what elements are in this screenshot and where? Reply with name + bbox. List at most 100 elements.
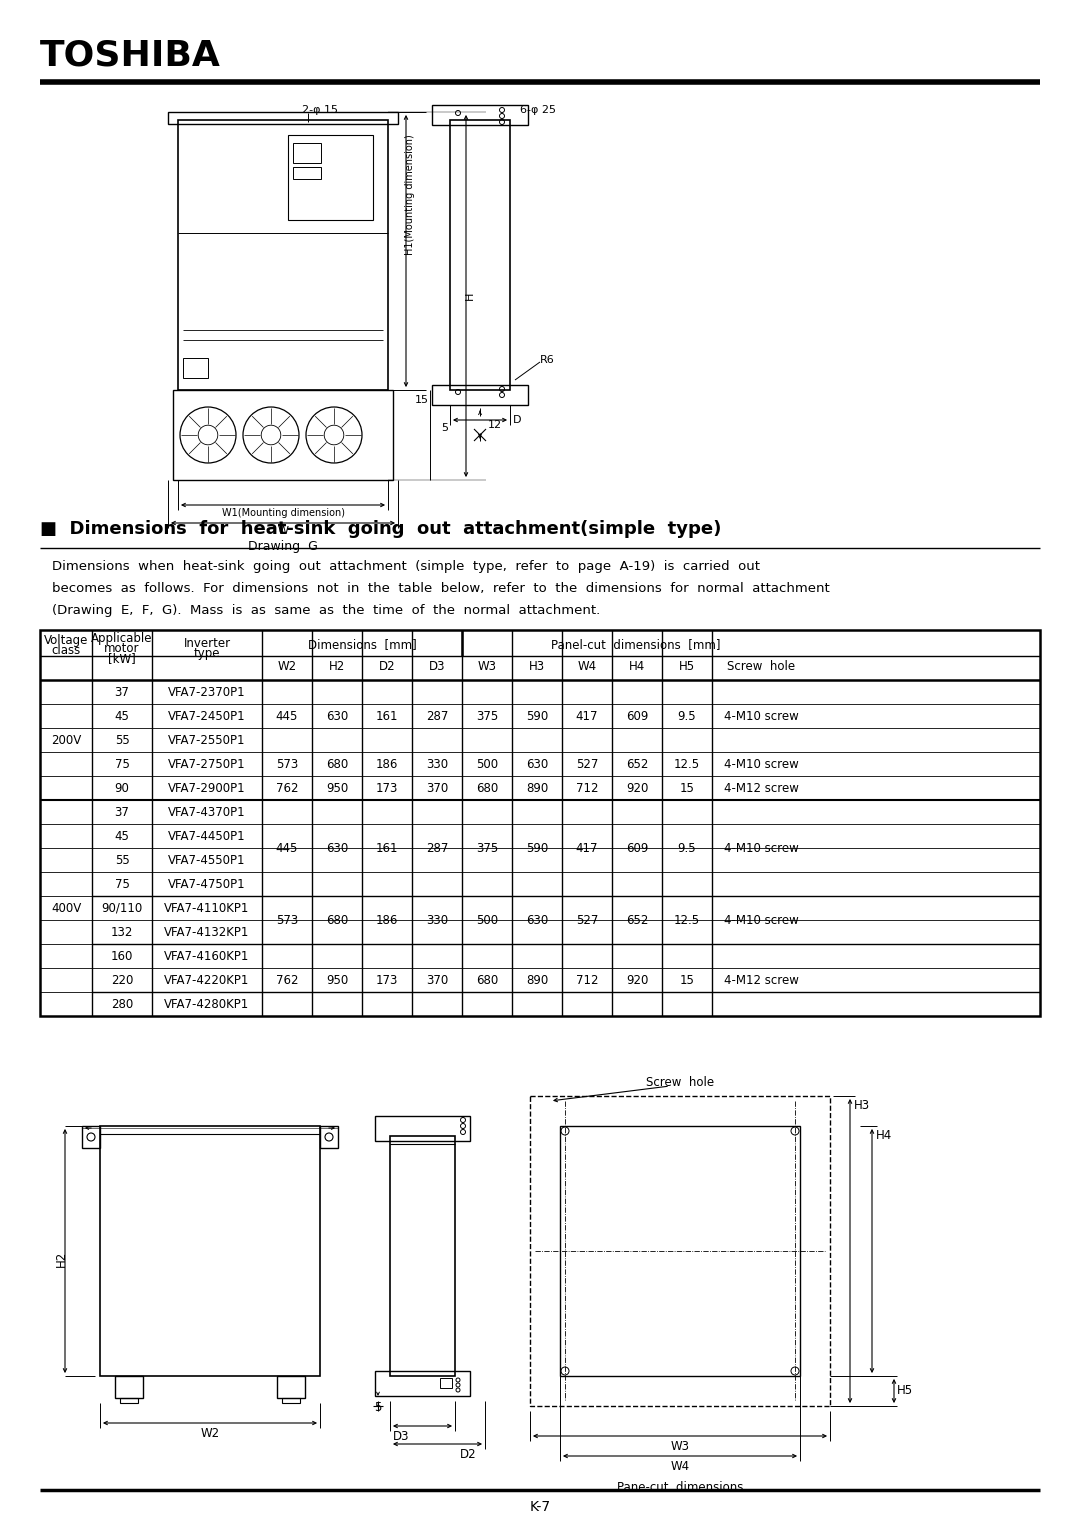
Text: 200V: 200V <box>51 733 81 747</box>
Bar <box>173 389 393 479</box>
Text: 712: 712 <box>576 782 598 794</box>
Text: W3: W3 <box>671 1440 689 1454</box>
Text: H3: H3 <box>529 660 545 673</box>
Bar <box>293 166 321 179</box>
Bar <box>120 1399 138 1403</box>
Text: 9.5: 9.5 <box>677 710 697 722</box>
Text: VFA7-4220KP1: VFA7-4220KP1 <box>164 974 249 986</box>
Text: D3: D3 <box>393 1429 409 1443</box>
Bar <box>450 121 510 389</box>
Text: VFA7-4280KP1: VFA7-4280KP1 <box>164 997 249 1011</box>
Text: 445: 445 <box>275 710 298 722</box>
Text: 950: 950 <box>326 974 348 986</box>
Text: 9.5: 9.5 <box>677 841 697 855</box>
Text: 590: 590 <box>526 841 549 855</box>
Text: W2: W2 <box>201 1428 219 1440</box>
Text: 375: 375 <box>476 841 498 855</box>
Bar <box>82 1125 100 1148</box>
Text: 330: 330 <box>426 913 448 927</box>
Text: 5: 5 <box>442 423 448 434</box>
Bar <box>375 1116 470 1141</box>
Bar <box>432 105 528 125</box>
Bar <box>100 1125 320 1376</box>
Bar <box>440 1377 453 1388</box>
Text: 527: 527 <box>576 757 598 771</box>
Text: 4-M10 screw: 4-M10 screw <box>724 710 798 722</box>
Text: 375: 375 <box>476 710 498 722</box>
Bar <box>178 121 388 389</box>
Text: 4-M10 screw: 4-M10 screw <box>724 913 798 927</box>
Text: 132: 132 <box>111 925 133 939</box>
Text: 652: 652 <box>625 913 648 927</box>
Text: H2: H2 <box>329 660 346 673</box>
Text: 445: 445 <box>275 841 298 855</box>
Text: 5: 5 <box>375 1400 381 1414</box>
Text: 890: 890 <box>526 974 549 986</box>
Text: 287: 287 <box>426 841 448 855</box>
Text: 45: 45 <box>114 829 130 843</box>
Text: Screw  hole: Screw hole <box>727 660 795 673</box>
Text: Dimensions  when  heat-sink  going  out  attachment  (simple  type,  refer  to  : Dimensions when heat-sink going out atta… <box>52 560 760 573</box>
Text: W3: W3 <box>477 660 497 673</box>
Text: VFA7-4750P1: VFA7-4750P1 <box>168 878 246 890</box>
Text: 370: 370 <box>426 974 448 986</box>
Bar <box>282 1399 300 1403</box>
Text: W2: W2 <box>278 660 297 673</box>
Text: VFA7-4132KP1: VFA7-4132KP1 <box>164 925 249 939</box>
Text: 630: 630 <box>526 913 549 927</box>
Text: 37: 37 <box>114 806 130 818</box>
Text: ■  Dimensions  for  heat-sink  going  out  attachment(simple  type): ■ Dimensions for heat-sink going out att… <box>40 521 721 538</box>
Text: K-7: K-7 <box>529 1500 551 1513</box>
Text: 630: 630 <box>326 710 348 722</box>
Text: 12.5: 12.5 <box>674 757 700 771</box>
Text: H5: H5 <box>897 1385 913 1397</box>
Bar <box>40 631 1040 1015</box>
Bar <box>432 385 528 405</box>
Bar <box>183 357 208 379</box>
Text: 45: 45 <box>114 710 130 722</box>
Text: 12.5: 12.5 <box>674 913 700 927</box>
Text: D3: D3 <box>429 660 445 673</box>
Text: 161: 161 <box>376 841 399 855</box>
Text: Voltage: Voltage <box>44 634 89 647</box>
Text: 500: 500 <box>476 757 498 771</box>
Text: H4: H4 <box>629 660 645 673</box>
Text: VFA7-2750P1: VFA7-2750P1 <box>168 757 246 771</box>
Text: 90/110: 90/110 <box>102 901 143 915</box>
Text: 680: 680 <box>326 913 348 927</box>
Text: 417: 417 <box>576 710 598 722</box>
Text: 950: 950 <box>326 782 348 794</box>
Text: 75: 75 <box>114 878 130 890</box>
Text: VFA7-4160KP1: VFA7-4160KP1 <box>164 950 249 962</box>
Text: 609: 609 <box>625 710 648 722</box>
Text: Inverter: Inverter <box>184 637 230 651</box>
Text: 90: 90 <box>114 782 130 794</box>
Text: 186: 186 <box>376 757 399 771</box>
Bar <box>276 1376 305 1399</box>
Text: H: H <box>465 292 475 299</box>
Text: VFA7-2900P1: VFA7-2900P1 <box>168 782 246 794</box>
Bar <box>288 134 373 220</box>
Text: W4: W4 <box>578 660 596 673</box>
Text: VFA7-2450P1: VFA7-2450P1 <box>168 710 246 722</box>
Text: (Drawing  E,  F,  G).  Mass  is  as  same  as  the  time  of  the  normal  attac: (Drawing E, F, G). Mass is as same as th… <box>52 605 600 617</box>
Bar <box>114 1376 143 1399</box>
Text: 173: 173 <box>376 974 399 986</box>
Bar <box>530 1096 831 1406</box>
Text: 4-M12 screw: 4-M12 screw <box>724 782 798 794</box>
Text: [kW]: [kW] <box>108 652 136 664</box>
Text: 280: 280 <box>111 997 133 1011</box>
Text: 680: 680 <box>476 974 498 986</box>
Text: 630: 630 <box>326 841 348 855</box>
Text: H2: H2 <box>54 1251 67 1267</box>
Text: 573: 573 <box>275 913 298 927</box>
Text: 652: 652 <box>625 757 648 771</box>
Bar <box>390 1136 455 1376</box>
Text: Panel-cut  dimensions  [mm]: Panel-cut dimensions [mm] <box>551 638 720 651</box>
Text: 680: 680 <box>476 782 498 794</box>
Text: 630: 630 <box>526 757 549 771</box>
Text: 15: 15 <box>679 974 694 986</box>
Text: 161: 161 <box>376 710 399 722</box>
Text: 15: 15 <box>679 782 694 794</box>
Text: TOSHIBA: TOSHIBA <box>40 38 221 72</box>
